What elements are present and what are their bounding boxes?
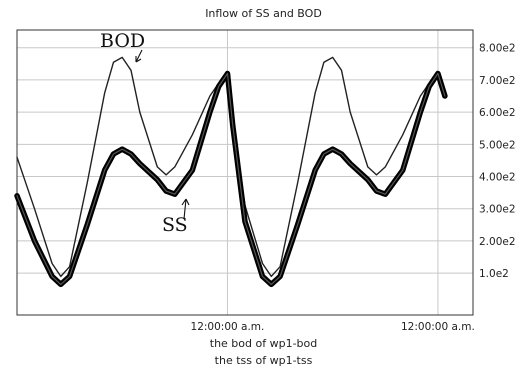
annotation-bod-arrow — [135, 49, 143, 63]
y-tick-label: 1.0e2 — [479, 268, 509, 280]
y-tick-label: 6.00e2 — [479, 107, 516, 119]
x-axis-ticks: 12:00:00 a.m. 12:00:00 a.m. — [191, 321, 475, 333]
annotation-ss-label: SS — [162, 214, 188, 236]
chart-title: Inflow of SS and BOD — [205, 7, 322, 20]
series-line-ss-core — [16, 72, 446, 285]
y-axis-ticks: 1.0e2 2.00e2 3.00e2 4.00e2 5.00e2 6.00e2 7.00e… — [479, 43, 516, 280]
x-tick-label: 12:00:00 a.m. — [191, 321, 265, 333]
y-tick-label: 2.00e2 — [479, 236, 516, 248]
annotation-bod-label: BOD — [100, 30, 145, 52]
annotation-ss-arrow — [181, 198, 190, 220]
y-tick-label: 8.00e2 — [479, 43, 516, 55]
grid-lines — [17, 30, 473, 315]
series-lines — [14, 56, 448, 288]
y-tick-label: 7.00e2 — [479, 75, 516, 87]
plot-frame — [16, 29, 474, 316]
annotations: BOD SS — [100, 30, 190, 236]
y-tick-label: 3.00e2 — [479, 204, 516, 216]
y-tick-label: 5.00e2 — [479, 139, 516, 151]
legend-entry-bod: the bod of wp1-bod — [209, 337, 318, 350]
x-tick-label: 12:00:00 a.m. — [401, 321, 475, 333]
legend-entry-ss: the tss of wp1-tss — [214, 354, 313, 367]
y-tick-label: 4.00e2 — [479, 172, 516, 184]
